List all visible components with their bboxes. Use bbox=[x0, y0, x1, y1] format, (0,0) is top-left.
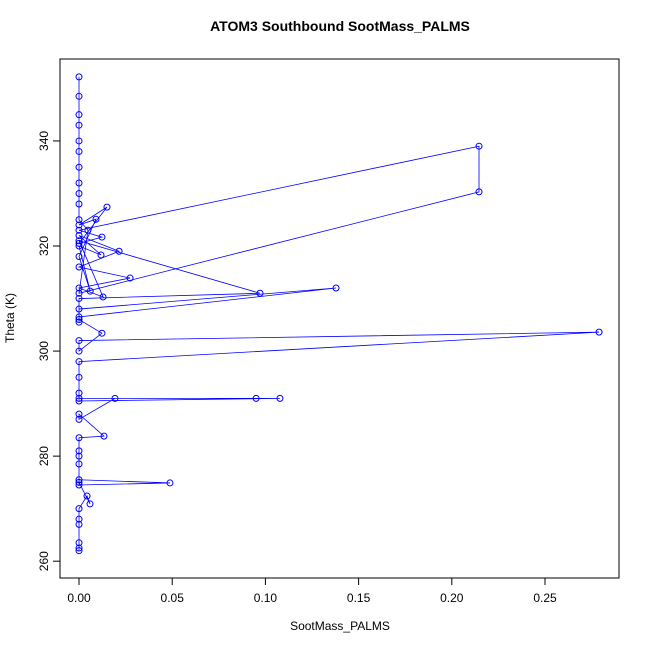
data-point bbox=[75, 539, 83, 547]
x-tick-label: 0.10 bbox=[254, 591, 278, 605]
data-point bbox=[75, 73, 83, 81]
data-point bbox=[100, 432, 108, 440]
data-point bbox=[75, 434, 83, 442]
data-point bbox=[75, 389, 83, 397]
data-point bbox=[115, 247, 123, 255]
data-point bbox=[75, 237, 83, 245]
data-point bbox=[75, 547, 83, 555]
data-point bbox=[75, 316, 83, 324]
data-point bbox=[75, 242, 83, 250]
data-point bbox=[98, 233, 106, 241]
y-tick-label: 280 bbox=[37, 446, 51, 466]
y-axis-label: Theta (K) bbox=[3, 293, 17, 343]
x-tick-label: 0.00 bbox=[67, 591, 91, 605]
data-point bbox=[75, 111, 83, 119]
data-point bbox=[75, 515, 83, 523]
data-point bbox=[75, 337, 83, 345]
data-point bbox=[75, 226, 83, 234]
data-point bbox=[75, 189, 83, 197]
data-point bbox=[276, 394, 284, 402]
data-point bbox=[75, 179, 83, 187]
data-point bbox=[75, 313, 83, 321]
y-tick-label: 300 bbox=[37, 341, 51, 361]
data-point bbox=[98, 329, 106, 337]
data-point bbox=[75, 476, 83, 484]
data-point bbox=[256, 289, 264, 297]
data-point bbox=[75, 253, 83, 261]
y-tick-label: 260 bbox=[37, 551, 51, 571]
x-tick-label: 0.05 bbox=[161, 591, 185, 605]
data-point bbox=[83, 492, 91, 500]
x-tick-label: 0.15 bbox=[347, 591, 371, 605]
data-point bbox=[86, 500, 94, 508]
data-point bbox=[75, 263, 83, 271]
data-point bbox=[75, 481, 83, 489]
data-point bbox=[75, 505, 83, 513]
data-point bbox=[75, 478, 83, 486]
data-point bbox=[75, 232, 83, 240]
data-point bbox=[75, 295, 83, 303]
data-point bbox=[103, 203, 111, 211]
data-point bbox=[111, 394, 119, 402]
x-tick-label: 0.25 bbox=[533, 591, 557, 605]
data-point bbox=[75, 289, 83, 297]
data-point bbox=[99, 293, 107, 301]
data-point bbox=[86, 287, 94, 295]
data-point bbox=[595, 328, 603, 336]
data-point bbox=[75, 92, 83, 100]
data-point bbox=[75, 460, 83, 468]
data-point bbox=[475, 188, 483, 196]
data-point bbox=[75, 216, 83, 224]
x-tick-label: 0.20 bbox=[440, 591, 464, 605]
data-point bbox=[75, 410, 83, 418]
data-point bbox=[475, 142, 483, 150]
data-point bbox=[75, 358, 83, 366]
data-point bbox=[75, 239, 83, 247]
data-point bbox=[252, 394, 260, 402]
data-point bbox=[75, 137, 83, 145]
data-point bbox=[97, 251, 105, 259]
data-point bbox=[75, 394, 83, 402]
y-tick-label: 340 bbox=[37, 131, 51, 151]
data-point bbox=[75, 121, 83, 129]
data-point bbox=[75, 200, 83, 208]
data-point bbox=[75, 415, 83, 423]
x-axis-label: SootMass_PALMS bbox=[290, 619, 390, 633]
data-point bbox=[75, 373, 83, 381]
data-point bbox=[126, 274, 134, 282]
data-point bbox=[84, 226, 92, 234]
data-point bbox=[75, 284, 83, 292]
data-point bbox=[75, 147, 83, 155]
data-line bbox=[77, 76, 600, 551]
data-point bbox=[75, 305, 83, 313]
data-point bbox=[75, 520, 83, 528]
data-point bbox=[75, 163, 83, 171]
data-point bbox=[92, 215, 100, 223]
data-point bbox=[75, 452, 83, 460]
y-tick-label: 320 bbox=[37, 236, 51, 256]
data-point bbox=[75, 318, 83, 326]
chart-title: ATOM3 Southbound SootMass_PALMS bbox=[210, 18, 470, 34]
data-point bbox=[75, 221, 83, 229]
data-point bbox=[75, 347, 83, 355]
data-point bbox=[75, 544, 83, 552]
data-point bbox=[332, 284, 340, 292]
data-point bbox=[75, 397, 83, 405]
data-point bbox=[75, 447, 83, 455]
data-point bbox=[166, 479, 174, 487]
